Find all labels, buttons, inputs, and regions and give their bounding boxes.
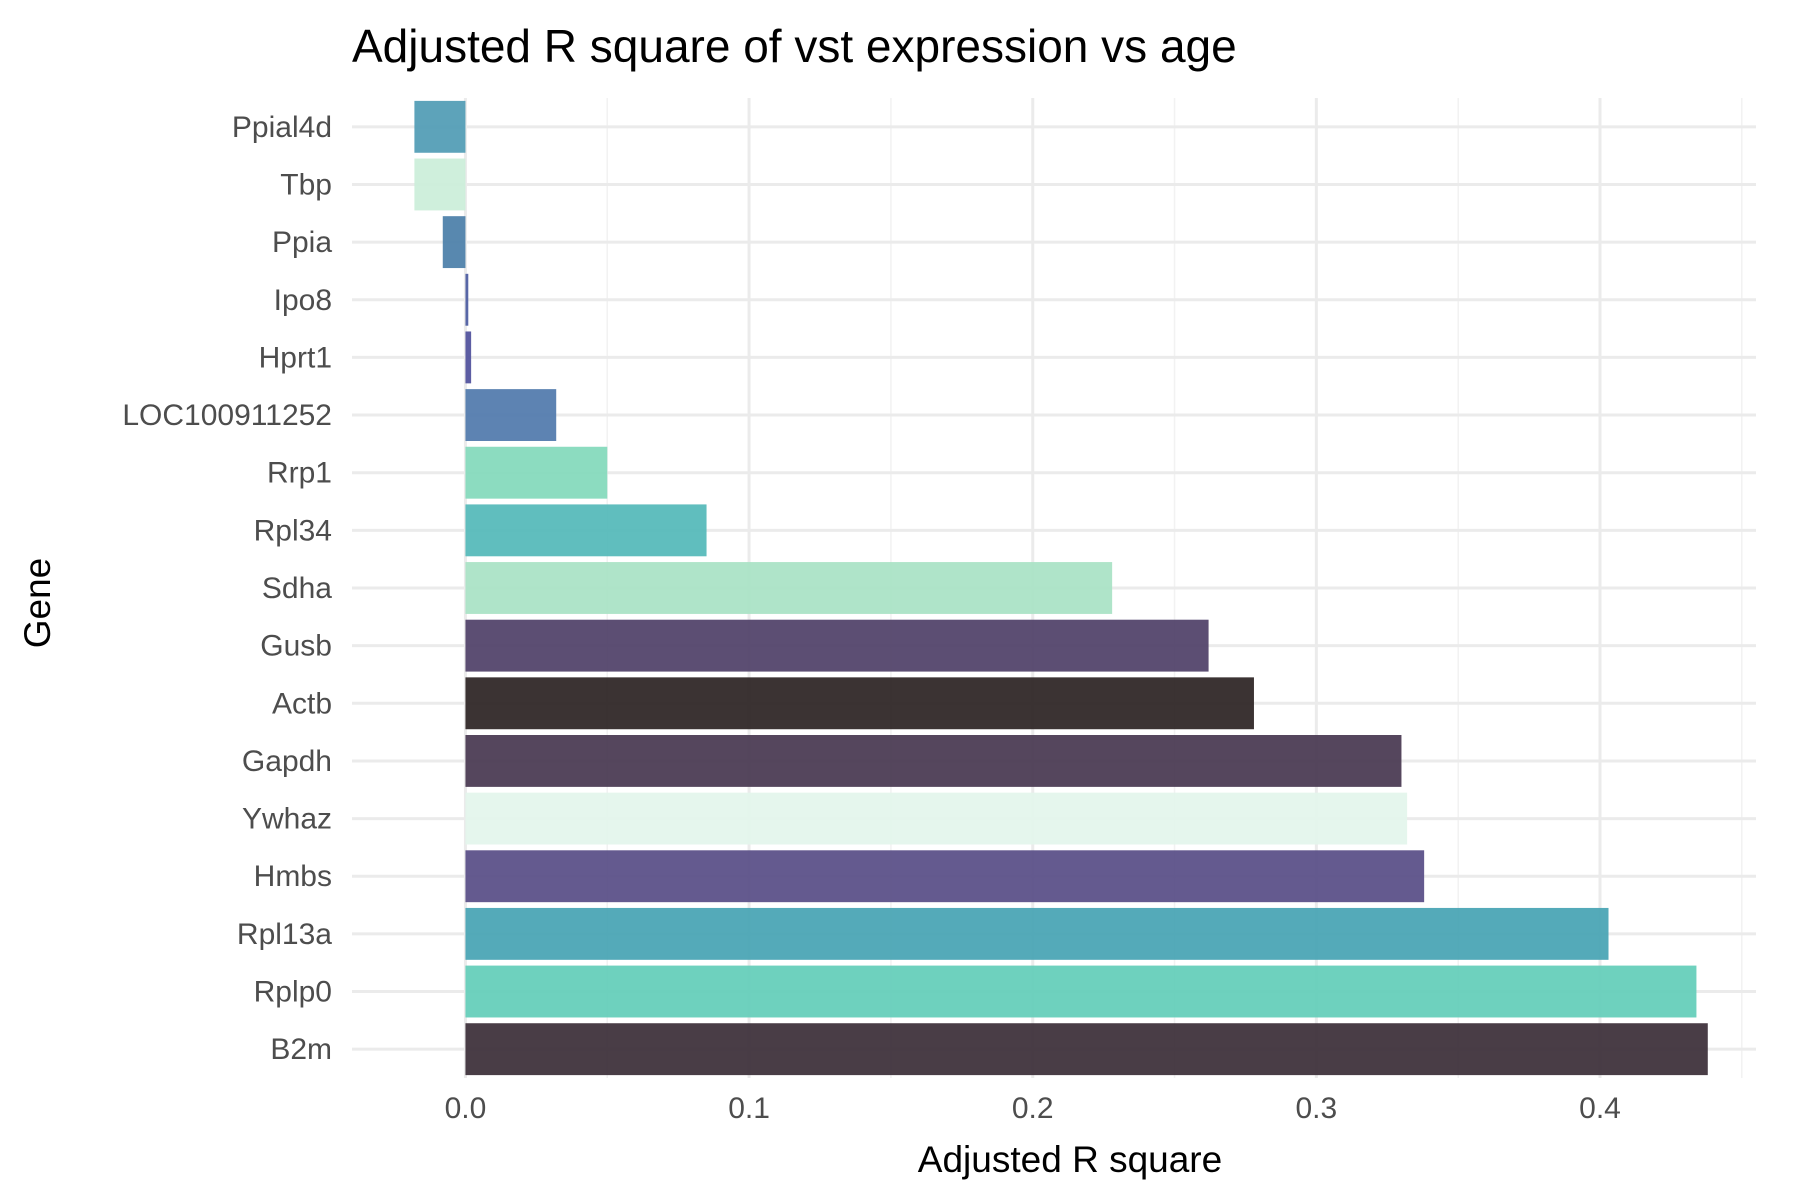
bar-gapdh [465,735,1402,787]
x-tick-label: 0.4 [1579,1092,1621,1125]
y-tick-label: Ppial4d [232,111,332,144]
bar-ppial4d [414,100,466,153]
y-tick-label: Hprt1 [259,341,332,374]
bar-gusb [465,619,1209,672]
x-tick-label: 0.3 [1296,1092,1338,1125]
bar-actb [465,677,1254,730]
bar-ywhaz [465,792,1408,845]
bar-rrp1 [465,446,608,499]
y-axis-tick-labels: Ppial4d Tbp Ppia Ipo8 Hprt1 LOC100911252 Rrp1 R… [122,111,332,1066]
y-tick-label: Ppia [272,226,332,259]
bar-ipo8 [465,273,469,326]
y-tick-label: Rpl13a [237,918,332,951]
x-axis-tick-labels: 0.0 0.1 0.2 0.3 0.4 [445,1092,1621,1125]
y-tick-label: Gusb [260,630,332,663]
y-tick-label: Ipo8 [274,284,332,317]
y-tick-label: LOC100911252 [122,399,332,432]
bar-sdha [465,562,1113,614]
y-tick-label: Rrp1 [267,457,332,490]
bar-loc100911252 [465,389,557,441]
y-tick-label: Ywhaz [242,803,332,836]
bar-rplp0 [465,965,1697,1018]
y-tick-label: Tbp [280,168,332,201]
bar-b2m [465,1023,1708,1076]
x-tick-label: 0.0 [445,1092,487,1125]
chart-title: Adjusted R square of vst expression vs a… [352,20,1237,72]
bars [414,100,1708,1076]
y-tick-label: Gapdh [242,745,332,778]
x-tick-label: 0.1 [728,1092,770,1125]
bar-rpl34 [465,504,707,557]
x-axis-label: Adjusted R square [918,1139,1222,1180]
bar-hmbs [465,850,1425,903]
y-tick-label: Rplp0 [254,976,332,1009]
y-tick-label: Rpl34 [254,514,332,547]
x-tick-label: 0.2 [1012,1092,1054,1125]
y-axis-label: Gene [17,558,58,649]
bar-rpl13a [465,907,1609,960]
y-tick-label: Actb [272,687,332,720]
y-tick-label: Sdha [262,572,332,605]
bar-tbp [414,158,466,211]
bar-hprt1 [465,331,472,384]
y-tick-label: B2m [270,1033,332,1066]
y-tick-label: Hmbs [254,860,332,893]
bar-ppia [442,216,466,269]
